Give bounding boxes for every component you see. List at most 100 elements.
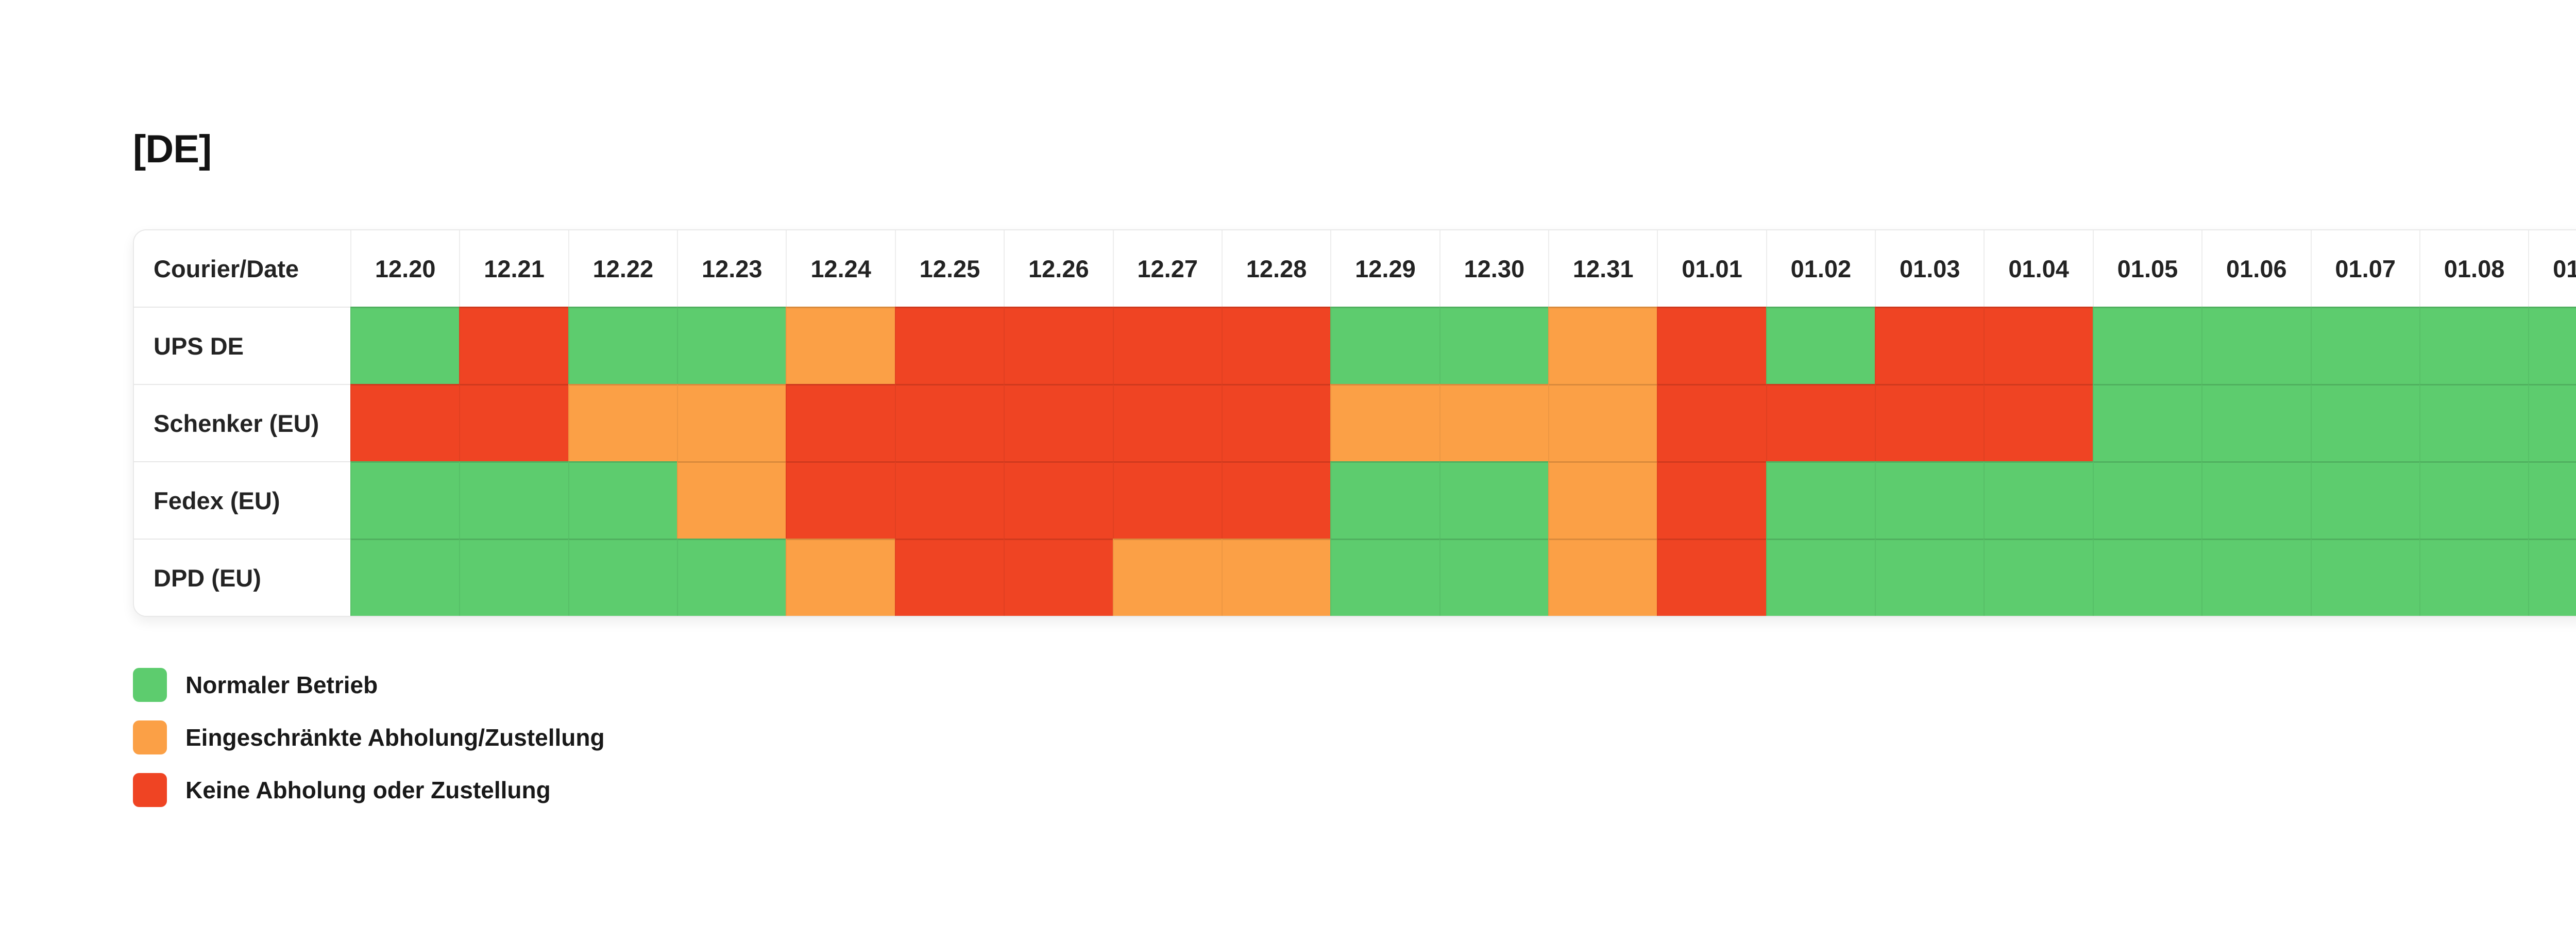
date-header: 01.05	[2092, 230, 2202, 307]
status-cell	[2528, 307, 2576, 384]
status-cell	[2201, 384, 2311, 461]
status-cell	[1548, 307, 1657, 384]
status-cell	[1766, 539, 1875, 616]
status-cell	[1221, 461, 1331, 539]
date-header: 12.25	[894, 230, 1004, 307]
status-cell	[1330, 539, 1439, 616]
status-cell	[568, 384, 677, 461]
status-cell	[1548, 384, 1657, 461]
status-cell	[1330, 307, 1439, 384]
legend-swatch-limited	[133, 720, 167, 754]
status-cell	[2419, 384, 2529, 461]
status-cell	[786, 307, 895, 384]
status-cell	[1875, 539, 1984, 616]
status-cell	[1657, 307, 1766, 384]
legend-label: Eingeschränkte Abholung/Zustellung	[185, 724, 605, 751]
date-header: 01.03	[1875, 230, 1984, 307]
status-cell	[2419, 461, 2529, 539]
status-cell	[568, 307, 677, 384]
status-cell	[894, 307, 1004, 384]
corner-header-courier-date: Courier/Date	[134, 230, 350, 307]
status-cell	[350, 461, 460, 539]
status-cell	[1004, 539, 1113, 616]
status-cell	[1004, 307, 1113, 384]
status-cell	[1766, 461, 1875, 539]
status-cell	[1766, 307, 1875, 384]
page-title: [DE]	[133, 127, 212, 171]
status-cell	[1439, 539, 1548, 616]
status-cell	[1221, 539, 1331, 616]
status-cell	[1004, 384, 1113, 461]
status-cell	[1330, 461, 1439, 539]
status-cell	[1875, 461, 1984, 539]
status-cell	[1657, 384, 1766, 461]
courier-row-label: Fedex (EU)	[134, 461, 350, 539]
status-cell	[1657, 539, 1766, 616]
courier-status-table: Courier/Date 12.20 12.21 12.22 12.23 12.24 12.…	[133, 229, 2576, 617]
status-cell	[2310, 461, 2419, 539]
status-cell	[1875, 384, 1984, 461]
legend-item: Eingeschränkte Abholung/Zustellung	[133, 720, 605, 754]
legend: Normaler Betrieb Eingeschränkte Abholung/…	[133, 668, 605, 807]
date-header: 12.26	[1004, 230, 1113, 307]
status-cell	[2201, 539, 2311, 616]
status-cell	[1221, 307, 1331, 384]
status-cell	[2310, 307, 2419, 384]
date-header: 12.28	[1221, 230, 1331, 307]
status-cell	[2092, 539, 2202, 616]
status-cell	[459, 539, 568, 616]
status-cell	[2528, 461, 2576, 539]
legend-label: Keine Abholung oder Zustellung	[185, 777, 551, 803]
status-cell	[1112, 539, 1222, 616]
status-cell	[1112, 461, 1222, 539]
status-cell	[1004, 461, 1113, 539]
courier-row-label: DPD (EU)	[134, 539, 350, 616]
status-cell	[568, 539, 677, 616]
status-cell	[1984, 461, 2093, 539]
status-cell	[2201, 461, 2311, 539]
status-cell	[2419, 539, 2529, 616]
status-cell	[786, 461, 895, 539]
status-cell	[1984, 307, 2093, 384]
date-header: 12.27	[1112, 230, 1222, 307]
status-cell	[350, 539, 460, 616]
status-cell	[1548, 461, 1657, 539]
status-cell	[2528, 384, 2576, 461]
date-header: 01.01	[1657, 230, 1766, 307]
status-cell	[1112, 384, 1222, 461]
date-header: 12.29	[1330, 230, 1439, 307]
status-cell	[350, 384, 460, 461]
status-cell	[1330, 384, 1439, 461]
date-header: 01.04	[1984, 230, 2093, 307]
courier-row-label: Schenker (EU)	[134, 384, 350, 461]
date-header: 12.22	[568, 230, 677, 307]
status-cell	[894, 384, 1004, 461]
status-cell	[568, 461, 677, 539]
status-cell	[894, 461, 1004, 539]
status-cell	[1221, 384, 1331, 461]
status-cell	[1875, 307, 1984, 384]
status-cell	[894, 539, 1004, 616]
courier-row-label: UPS DE	[134, 307, 350, 384]
date-header: 12.20	[350, 230, 460, 307]
status-cell	[350, 307, 460, 384]
status-cell	[2092, 307, 2202, 384]
date-header: 12.24	[786, 230, 895, 307]
status-cell	[459, 307, 568, 384]
legend-item: Keine Abholung oder Zustellung	[133, 773, 605, 807]
status-cell	[459, 384, 568, 461]
status-cell	[1548, 539, 1657, 616]
date-header: 12.30	[1439, 230, 1548, 307]
status-cell	[1984, 384, 2093, 461]
date-header: 01.08	[2419, 230, 2529, 307]
date-header: 12.23	[677, 230, 786, 307]
status-cell	[2092, 384, 2202, 461]
status-cell	[2310, 539, 2419, 616]
status-cell	[786, 384, 895, 461]
date-header: 12.31	[1548, 230, 1657, 307]
status-cell	[2528, 539, 2576, 616]
status-cell	[786, 539, 895, 616]
status-cell	[677, 307, 786, 384]
date-header: 01.07	[2310, 230, 2419, 307]
legend-swatch-none	[133, 773, 167, 807]
